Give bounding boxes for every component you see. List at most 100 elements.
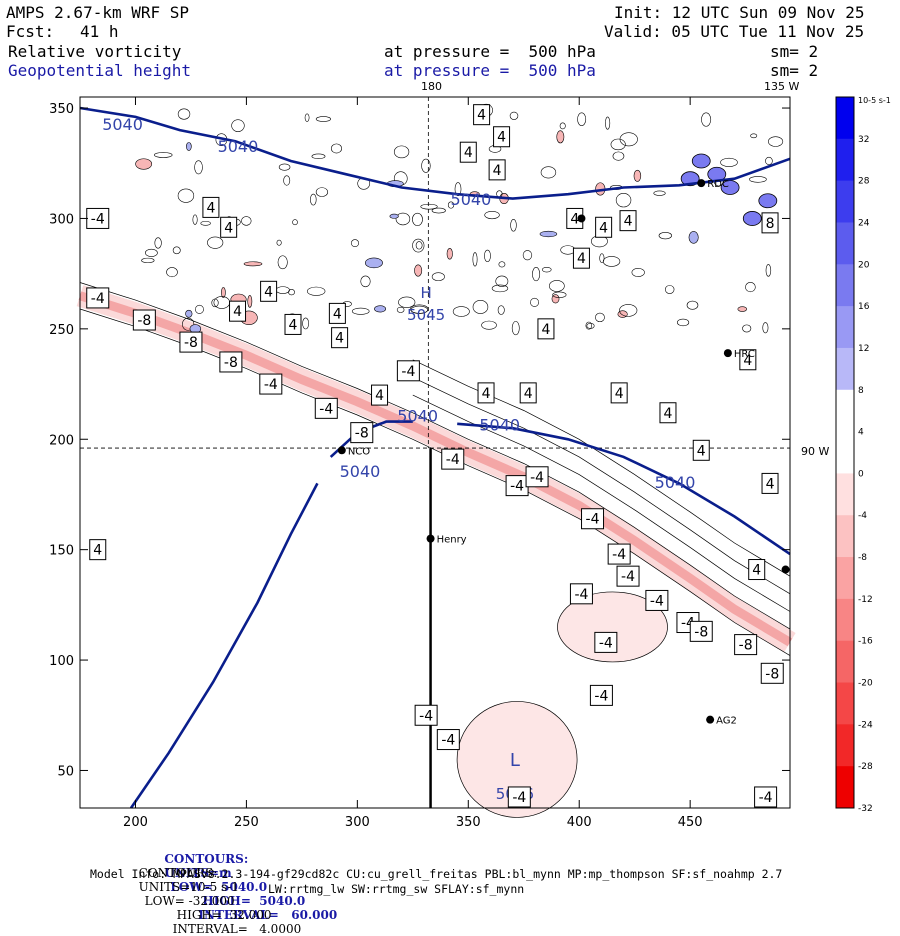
height-contour-label: 5040 — [218, 137, 259, 156]
vorticity-contour-label: 4 — [284, 313, 302, 335]
vorticity-contour-label: 4 — [328, 302, 346, 324]
vorticity-cell — [186, 142, 192, 151]
vorticity-cell — [511, 321, 520, 336]
vorticity-cell — [631, 267, 645, 277]
colorbar-segment — [836, 138, 854, 182]
vorticity-cell — [762, 322, 769, 334]
vorticity-cell — [207, 236, 224, 249]
svg-text:-4: -4 — [441, 733, 455, 749]
vorticity-cell — [491, 284, 509, 293]
colorbar-tick-label: 12 — [858, 344, 869, 354]
svg-text:-4: -4 — [446, 452, 460, 468]
vorticity-contour-label: 4 — [537, 318, 555, 340]
vorticity-cell — [541, 266, 552, 273]
vorticity-contour-label: -4 — [436, 729, 460, 751]
vorticity-cell — [532, 267, 541, 282]
station-marker — [723, 349, 732, 358]
vorticity-band-label: -4 — [86, 287, 110, 309]
station-label: RDC — [707, 179, 729, 190]
vorticity-contour-label: 4 — [488, 159, 506, 181]
x-tick-label: 350 — [456, 815, 481, 830]
vorticity-cell — [605, 116, 611, 130]
svg-text:-8: -8 — [739, 638, 753, 654]
svg-text:-4: -4 — [599, 635, 613, 651]
vorticity-cell — [311, 153, 326, 160]
vorticity-cell — [330, 143, 342, 154]
svg-text:4: 4 — [497, 130, 506, 146]
y-tick-label: 100 — [49, 654, 74, 669]
vorticity-cell — [742, 324, 752, 333]
vorticity-cell — [277, 255, 288, 270]
vorticity-contour-line — [79, 282, 791, 630]
station-label: AG2 — [716, 716, 737, 727]
svg-text:4: 4 — [464, 145, 473, 161]
vorticity-band-label: -4 — [676, 612, 700, 634]
vorticity-cell — [177, 188, 195, 203]
vorticity-contour-label: 4 — [739, 349, 757, 371]
model-info: Model Info: MPASv8.2.3-194-gf29cd82c CU:… — [90, 867, 783, 881]
colorbar-segment — [836, 222, 854, 265]
vorticity-band-label: -4 — [581, 508, 605, 530]
vorticity-band-label: -8 — [350, 422, 374, 444]
vorticity-band-label: -4 — [259, 373, 283, 395]
vorticity-cell — [559, 122, 566, 130]
colorbar-tick-label: -4 — [858, 511, 867, 521]
field-height-level: at pressure = 500 hPa — [384, 61, 596, 80]
vorticity-cell — [231, 119, 245, 132]
vorticity-contour-label: -4 — [507, 786, 531, 808]
vorticity-contour-label: -4 — [86, 207, 110, 229]
colorbar-segment — [836, 724, 854, 767]
vorticity-contour-label: 4 — [610, 382, 628, 404]
vorticity-cell — [509, 111, 519, 120]
vorticity-cell — [283, 175, 291, 186]
station-marker — [426, 534, 435, 543]
vorticity-contour-label: 4 — [619, 210, 637, 232]
colorbar-segment — [836, 682, 854, 725]
vorticity-contour-label: 4 — [331, 327, 349, 349]
vorticity-cell — [182, 317, 195, 331]
low-marker: L — [510, 750, 520, 771]
colorbar-tick-label: -20 — [858, 679, 873, 689]
init-time: Init: 12 UTC Sun 09 Nov 25 — [614, 3, 865, 22]
station-marker — [781, 565, 790, 574]
height-contour-label: 5040 — [102, 115, 143, 134]
vorticity-cell — [530, 297, 540, 307]
colorbar-tick-label: -16 — [858, 637, 873, 647]
vorticity-contour-label: 4 — [761, 472, 779, 494]
vorticity-cell — [310, 193, 317, 206]
vorticity-cell — [221, 287, 226, 298]
vorticity-cell — [664, 285, 675, 294]
station-label: Henry — [437, 535, 467, 546]
vorticity-cell — [374, 305, 387, 313]
colorbar-segment — [836, 557, 854, 600]
svg-text:4: 4 — [477, 108, 486, 124]
svg-text:-8: -8 — [355, 426, 369, 442]
vorticity-cell — [393, 145, 410, 159]
svg-text:4: 4 — [697, 443, 706, 459]
svg-text:4: 4 — [752, 563, 761, 579]
colorbar-tick-label: 20 — [858, 260, 870, 270]
height-contour-5040 — [457, 422, 791, 556]
vorticity-cell — [177, 108, 191, 120]
vorticity-cell — [247, 295, 253, 308]
vorticity-cell — [552, 291, 567, 298]
plot-area — [80, 97, 790, 808]
svg-text:4: 4 — [375, 388, 384, 404]
svg-text:4: 4 — [577, 251, 586, 267]
vorticity-cell — [452, 306, 470, 317]
y-tick-label: 50 — [57, 764, 74, 779]
svg-text:4: 4 — [224, 220, 233, 236]
vorticity-band-label: -4 — [441, 448, 465, 470]
svg-text:4: 4 — [233, 304, 242, 320]
vorticity-band-label: -4 — [314, 397, 338, 419]
vorticity-band-label: -4 — [594, 631, 618, 653]
svg-text:4: 4 — [570, 211, 579, 227]
svg-text:-4: -4 — [91, 291, 105, 307]
station-marker — [706, 715, 715, 724]
vorticity-cell — [691, 153, 711, 169]
height-contour-label: 5040 — [340, 462, 381, 481]
vorticity-cell — [192, 214, 198, 225]
vorticity-cell — [396, 306, 405, 313]
vorticity-band-label: -8 — [179, 331, 203, 353]
station-marker — [697, 179, 706, 188]
